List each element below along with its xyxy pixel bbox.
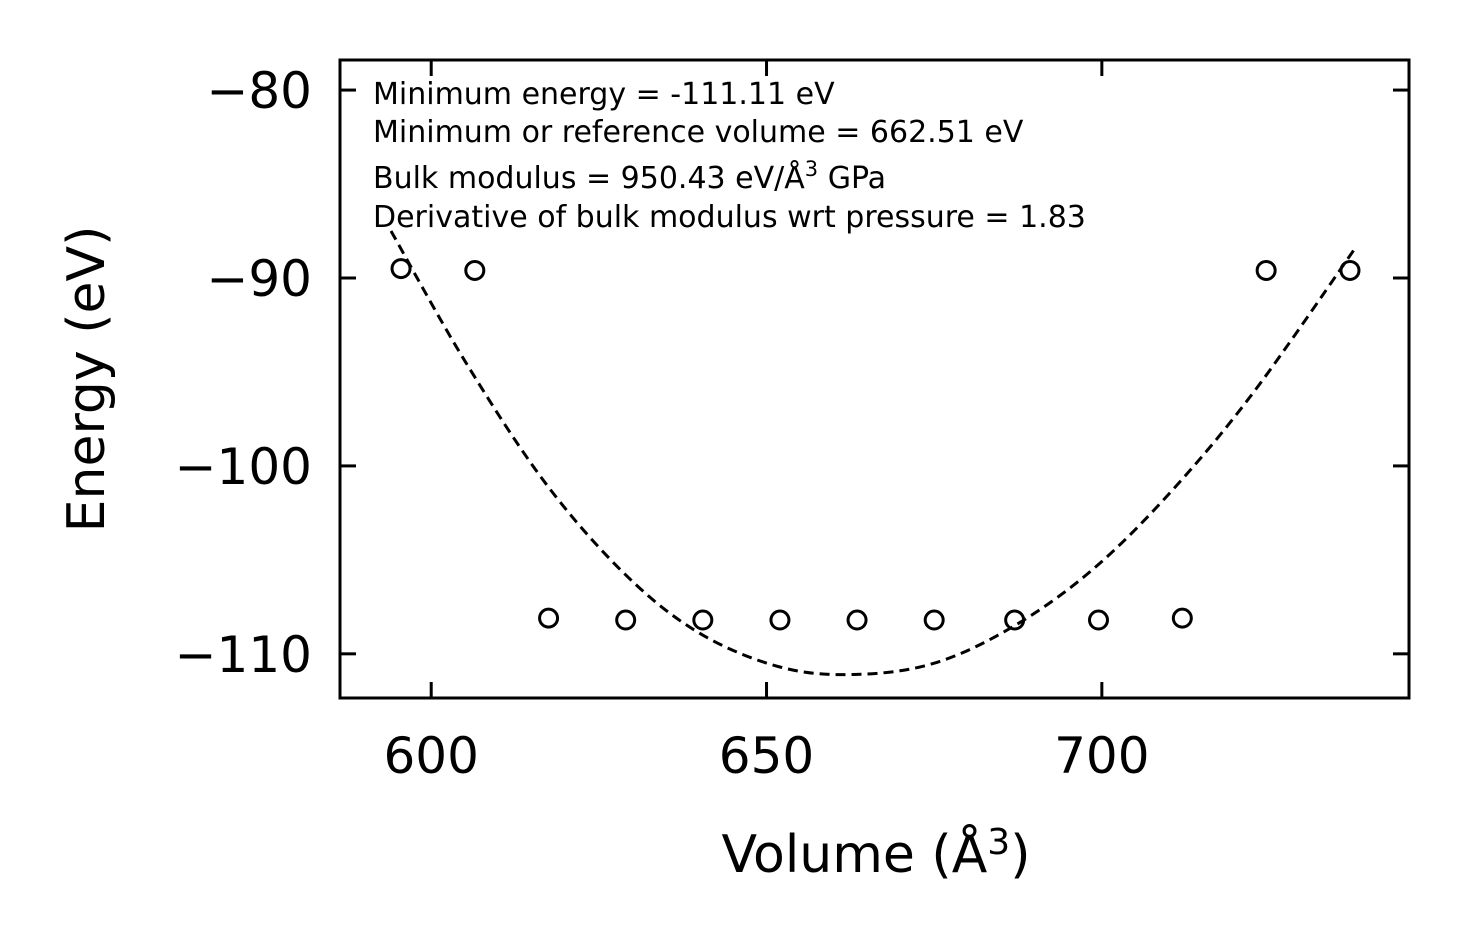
x-tick-label: 600 [383, 727, 478, 785]
data-point [923, 609, 945, 631]
data-point [1255, 259, 1277, 281]
fit-curve [389, 230, 1358, 677]
annotation-min-energy: Minimum energy = -111.11 eV [373, 77, 835, 112]
data-point [846, 609, 868, 631]
data-point [1004, 609, 1026, 631]
plot-area [389, 230, 1361, 677]
y-tick-label: −90 [206, 250, 312, 308]
y-axis-label: Energy (eV) [57, 226, 117, 533]
x-tick-label: 700 [1054, 727, 1149, 785]
annotation-ref-volume: Minimum or reference volume = 662.51 eV [373, 115, 1024, 150]
x-tick-label: 650 [719, 727, 814, 785]
y-axis-ticks: −80 −90 −100 −110 [175, 62, 1409, 684]
fit-annotations: Minimum energy = -111.11 eV Minimum or r… [373, 77, 1086, 235]
data-point [692, 609, 714, 631]
data-point [1171, 607, 1193, 629]
data-point [615, 609, 637, 631]
plot-frame [338, 58, 1411, 700]
data-point [769, 609, 791, 631]
x-axis-ticks: 600 650 700 [383, 60, 1150, 785]
data-point [390, 258, 412, 280]
data-point [538, 607, 560, 629]
y-tick-label: −110 [175, 626, 312, 684]
x-axis-label: Volume (Å3) [722, 822, 1031, 885]
annotation-bulk-derivative: Derivative of bulk modulus wrt pressure … [373, 200, 1086, 235]
y-tick-label: −100 [175, 438, 312, 496]
data-point [464, 259, 486, 281]
annotation-bulk-modulus: Bulk modulus = 950.43 eV/Å3 GPa [373, 157, 886, 196]
data-point [1087, 609, 1109, 631]
y-tick-label: −80 [206, 62, 312, 120]
data-point [1339, 259, 1361, 281]
